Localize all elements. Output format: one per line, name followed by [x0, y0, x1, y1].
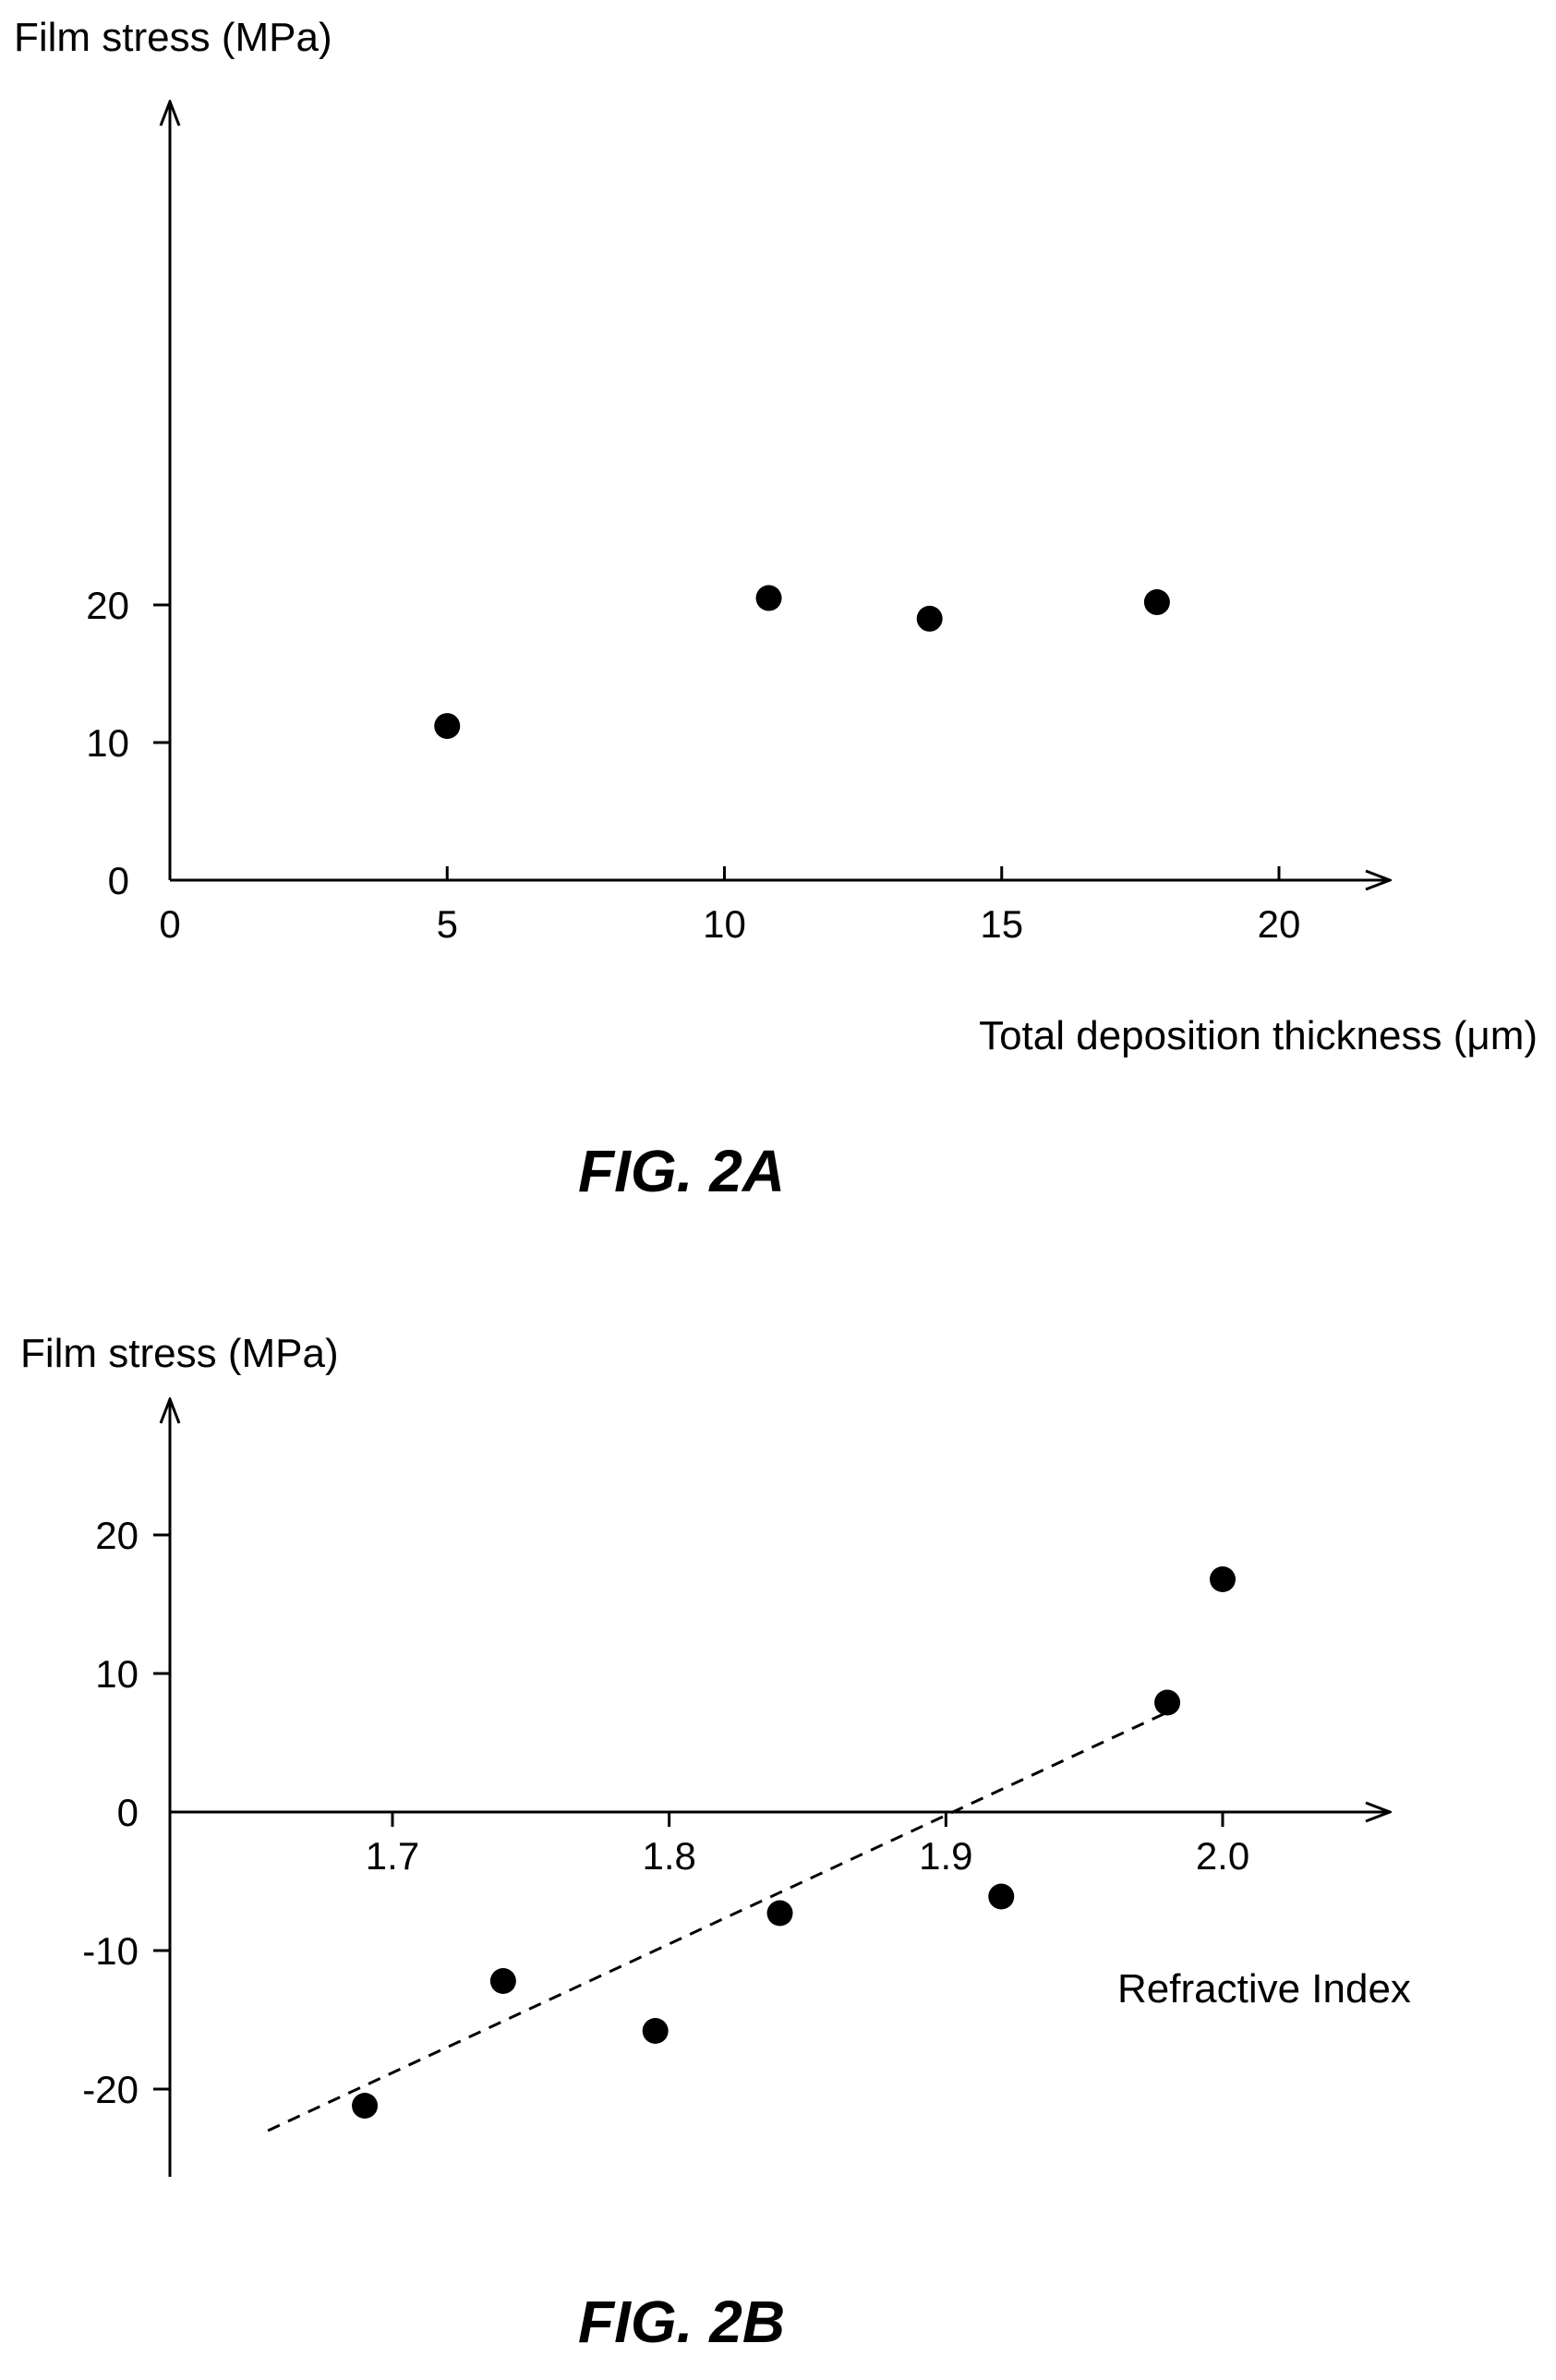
chart-2a-x-tick-label: 0 — [159, 902, 180, 946]
chart-2b-xlabel: Refractive Index — [1117, 1966, 1411, 2012]
chart-2a-y-ticks: 0 10 20 — [86, 584, 170, 902]
chart-2b-y-tick-label: -10 — [82, 1929, 139, 1973]
fig-2a-caption: FIG. 2A — [578, 1138, 785, 1204]
chart-2b-x-ticks: 1.7 1.8 1.9 2.0 — [366, 1812, 1249, 1878]
chart-2a: Film stress (MPa) 0 5 10 15 20 0 10 20 Total d… — [14, 15, 1538, 1204]
chart-2b-y-tick-label: 20 — [95, 1514, 139, 1557]
chart-2b-ylabel: Film stress (MPa) — [20, 1331, 339, 1376]
chart-2b-point — [1210, 1566, 1236, 1592]
chart-2b-point — [642, 2018, 669, 2044]
chart-2b-point — [489, 1968, 516, 1994]
chart-2a-points — [434, 585, 1170, 740]
chart-2a-x-ticks: 0 5 10 15 20 — [159, 866, 1300, 946]
chart-2a-xlabel: Total deposition thickness (μm) — [979, 1013, 1538, 1058]
chart-2b-point — [1154, 1689, 1181, 1716]
chart-2a-y-tick-label: 20 — [86, 584, 129, 627]
chart-2b-point — [352, 2093, 379, 2119]
chart-2b-x-tick-label: 1.8 — [642, 1834, 695, 1878]
chart-2b-y-tick-label: 0 — [117, 1791, 139, 1834]
chart-2b-y-tick-label: -20 — [82, 2068, 139, 2111]
fig-2b-caption: FIG. 2B — [578, 2289, 785, 2355]
chart-2a-ylabel: Film stress (MPa) — [14, 15, 332, 60]
chart-2b-y-tick-label: 10 — [95, 1652, 139, 1696]
chart-2b-point — [766, 1900, 793, 1927]
chart-2b-trendline — [267, 1710, 1168, 2132]
chart-2a-point — [1143, 589, 1170, 616]
chart-2a-x-tick-label: 5 — [437, 902, 458, 946]
chart-2b: Film stress (MPa) 1.7 1.8 1.9 2.0 20 10 0 -10 -… — [20, 1331, 1411, 2355]
chart-2a-point — [755, 585, 782, 611]
chart-2a-point — [916, 605, 943, 632]
chart-2a-x-tick-label: 15 — [980, 902, 1023, 946]
chart-2a-x-tick-label: 20 — [1258, 902, 1301, 946]
chart-2a-y-tick-label: 0 — [108, 859, 129, 902]
chart-2b-points — [352, 1566, 1236, 2119]
chart-2a-point — [434, 713, 461, 740]
chart-2b-y-ticks: 20 10 0 -10 -20 — [82, 1514, 170, 2111]
chart-2b-point — [988, 1883, 1015, 1910]
chart-2b-x-tick-label: 1.7 — [366, 1834, 419, 1878]
chart-2b-x-tick-label: 2.0 — [1196, 1834, 1249, 1878]
chart-2a-x-tick-label: 10 — [703, 902, 746, 946]
chart-2b-x-tick-label: 1.9 — [919, 1834, 972, 1878]
chart-2a-y-tick-label: 10 — [86, 721, 129, 765]
